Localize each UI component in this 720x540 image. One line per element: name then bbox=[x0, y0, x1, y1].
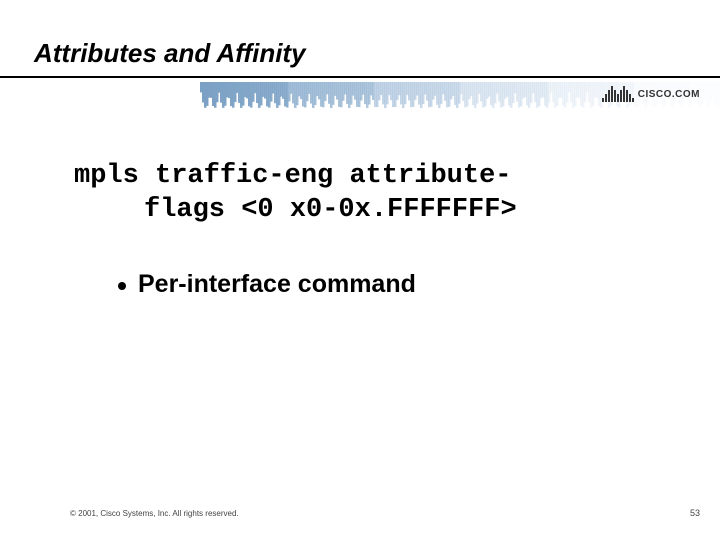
bullet-item: Per-interface command bbox=[118, 270, 416, 299]
code-line-2: flags <0 x0-0x.FFFFFFF> bbox=[74, 194, 654, 228]
title-underline bbox=[0, 76, 720, 78]
cisco-logo: CISCO.COM bbox=[602, 86, 700, 102]
footer-copyright: © 2001, Cisco Systems, Inc. All rights r… bbox=[70, 509, 239, 518]
cisco-logo-text: CISCO.COM bbox=[638, 89, 700, 100]
bullet-text: Per-interface command bbox=[138, 270, 416, 299]
footer-page-number: 53 bbox=[690, 508, 700, 518]
code-line-1: mpls traffic-eng attribute- bbox=[74, 160, 654, 194]
cisco-logo-bars bbox=[602, 86, 634, 102]
command-code: mpls traffic-eng attribute- flags <0 x0-… bbox=[74, 160, 654, 228]
bullet-dot-icon bbox=[118, 282, 126, 290]
slide: Attributes and Affinity CISCO.COM mpls t… bbox=[0, 0, 720, 540]
slide-title: Attributes and Affinity bbox=[34, 38, 306, 69]
